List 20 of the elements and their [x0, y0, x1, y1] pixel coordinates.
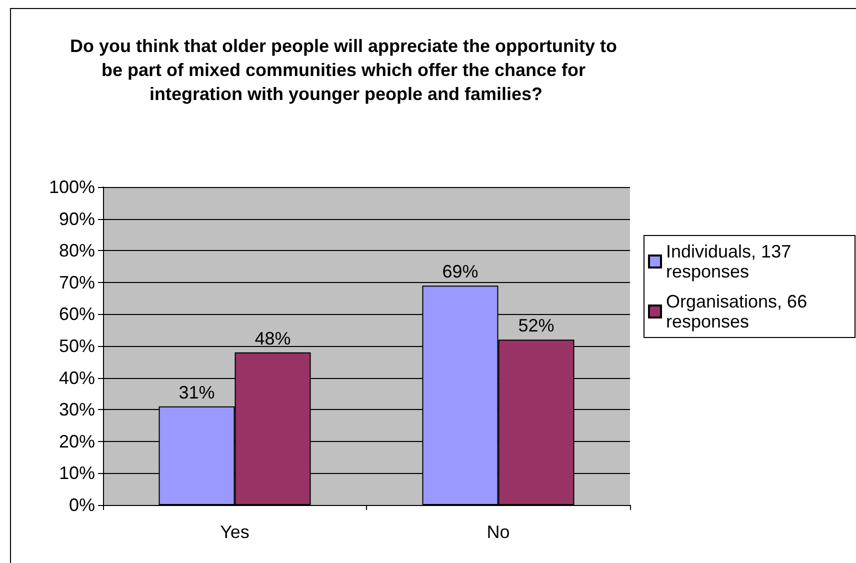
y-tick-label: 50% [58, 336, 95, 356]
y-tick-label: 80% [58, 240, 95, 261]
legend-label: Organisations, 66 responses [666, 292, 812, 332]
y-tick-label: 70% [58, 272, 95, 292]
y-tick-label: 10% [58, 463, 95, 484]
y-tick-label: 0% [68, 495, 95, 515]
y-tick-label: 90% [58, 208, 95, 229]
data-label: 69% [442, 262, 478, 282]
data-label: 48% [254, 328, 291, 348]
legend-label: Individuals, 137 responses [666, 242, 796, 282]
y-tick-label: 30% [58, 400, 95, 420]
y-tick-label: 40% [58, 368, 95, 388]
y-tick-label: 20% [58, 431, 95, 452]
x-tick-label: Yes [220, 522, 250, 542]
y-tick-label: 100% [48, 177, 95, 197]
chart-title: Do you think that older people will appreciate the opportunity to be part of mixed communities which offer the chance for integration with younger people and families? [70, 36, 622, 104]
data-label: 31% [178, 382, 215, 402]
data-label: 52% [518, 316, 554, 336]
y-tick-label: 60% [58, 304, 95, 324]
x-tick-label: No [486, 522, 510, 542]
